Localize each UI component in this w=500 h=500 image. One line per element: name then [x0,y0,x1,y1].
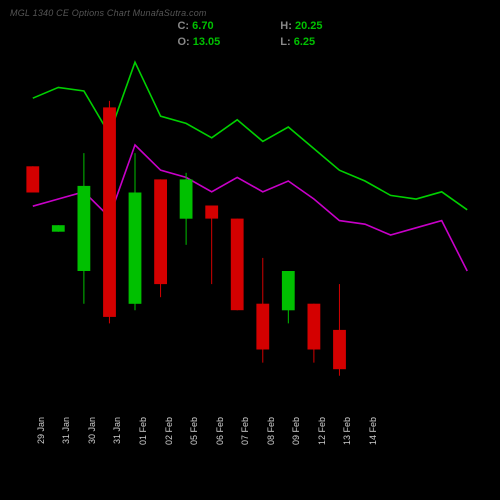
x-axis-label: 30 Jan [87,417,97,457]
candle-body [78,186,91,271]
x-axis-label: 31 Jan [61,417,71,457]
candle-body [256,304,269,350]
x-axis-label: 01 Feb [138,417,148,457]
x-axis-label: 07 Feb [240,417,250,457]
x-axis-label: 29 Jan [36,417,46,457]
candle-body [282,271,295,310]
candle-body [129,193,142,304]
x-axis-label: 02 Feb [164,417,174,457]
x-axis-label: 31 Jan [112,417,122,457]
indicator-line [33,145,467,271]
indicator-line [33,62,467,210]
x-axis-label: 06 Feb [215,417,225,457]
candle-body [308,304,321,350]
price-chart [0,0,500,500]
candle-body [103,107,116,317]
candle-body [333,330,346,369]
candle-body [180,179,193,218]
candle-body [26,166,39,192]
x-axis-label: 08 Feb [266,417,276,457]
x-axis-label: 14 Feb [368,417,378,457]
x-axis-label: 09 Feb [291,417,301,457]
x-axis-label: 05 Feb [189,417,199,457]
candle-body [205,206,218,219]
x-axis-label: 12 Feb [317,417,327,457]
x-axis-label: 13 Feb [342,417,352,457]
candle-body [52,225,65,232]
candle-body [231,219,244,311]
candle-body [154,179,167,284]
